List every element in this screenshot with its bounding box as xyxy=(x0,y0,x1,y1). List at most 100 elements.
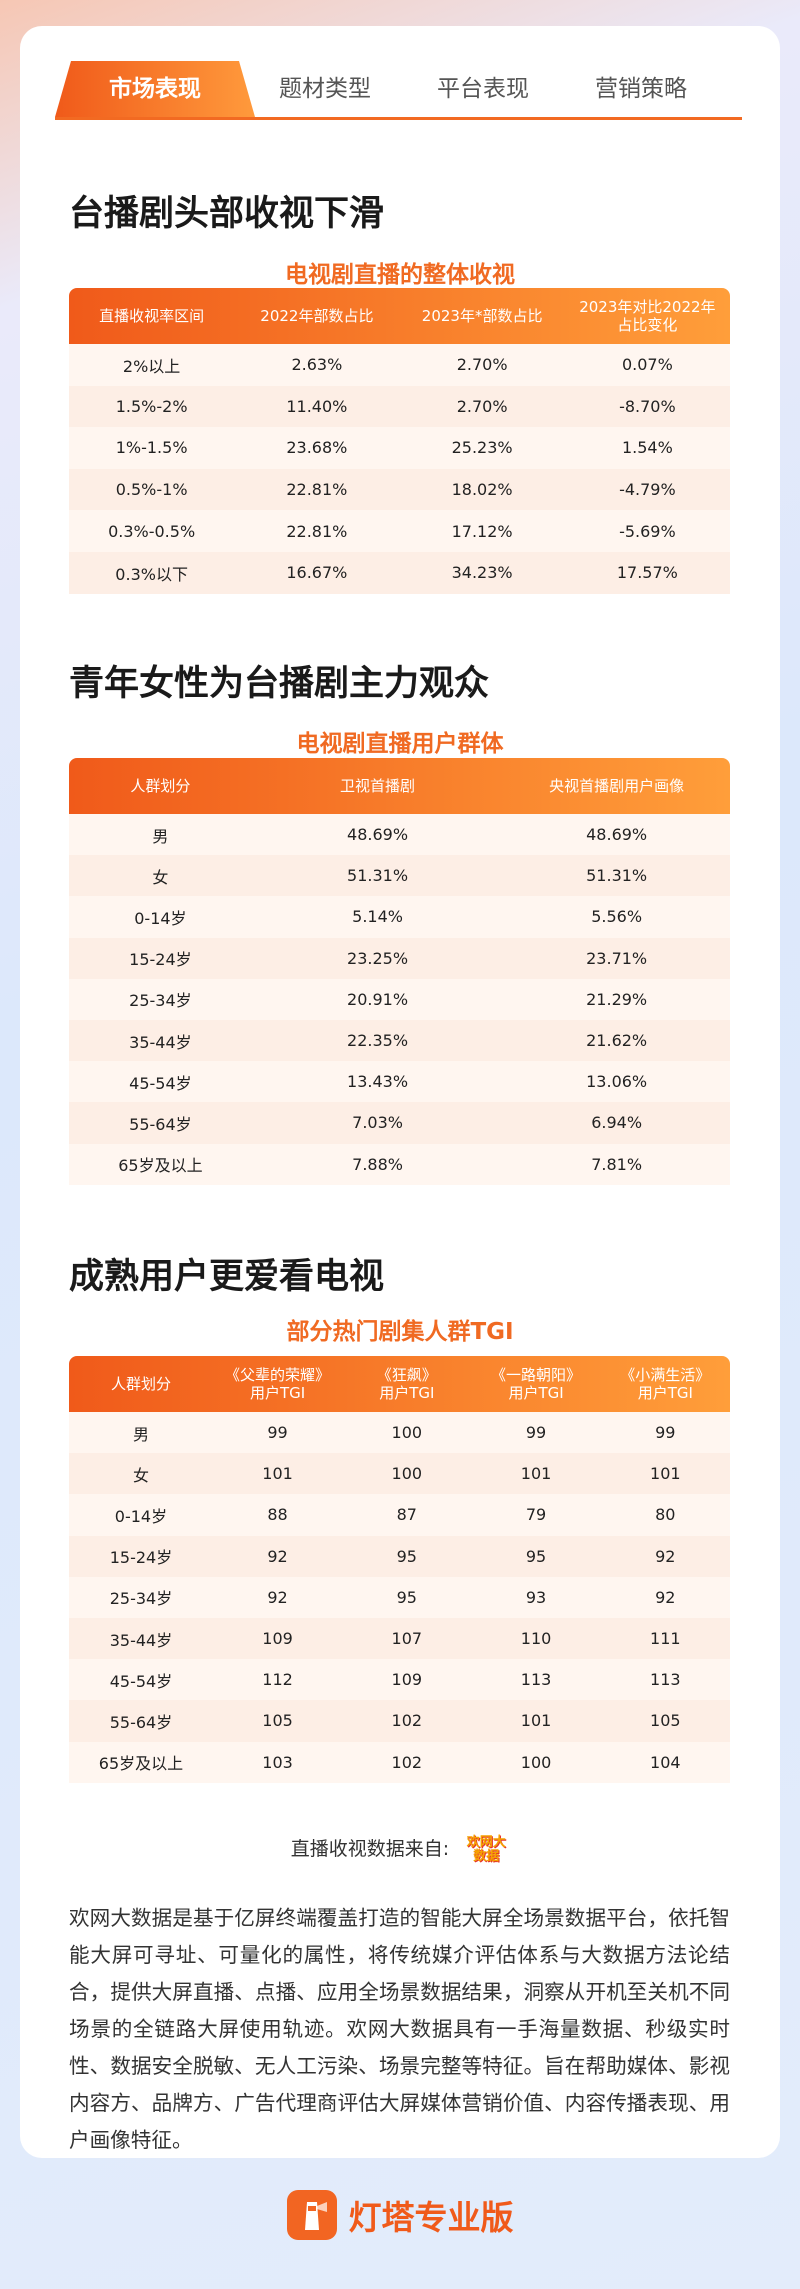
header-cell: 《狂飙》 用户TGI xyxy=(376,1366,437,1402)
table-body: 男 99 100 99 99 女 101 100 101 101 0-14岁 88 87 79 80 15-2… xyxy=(69,1412,730,1783)
section-subtitle: 电视剧直播的整体收视 xyxy=(285,262,515,288)
tab-bar: 市场表现 题材类型 平台表现 营销策略 xyxy=(55,61,742,120)
source: 直播收视数据来自: 欢网大数据 xyxy=(20,1834,780,1864)
table-row: 25-34岁 92 95 93 92 xyxy=(69,1576,730,1618)
table-cell: 95 xyxy=(525,1546,547,1566)
table-cell: 51.31% xyxy=(347,866,409,886)
header-cell: 直播收视率区间 xyxy=(99,307,205,325)
table-row: 15-24岁 92 95 95 92 xyxy=(69,1535,730,1577)
card: 市场表现 题材类型 平台表现 营销策略 直播收视数据来自: 欢网大数据 欢网大数据是基于… xyxy=(20,26,780,2158)
table-row: 55-64岁 105 102 101 105 xyxy=(69,1700,730,1742)
table-cell: 65岁及以上 xyxy=(98,1754,184,1774)
table-cell: 101 xyxy=(262,1464,293,1484)
table-cell: 25.23% xyxy=(451,438,513,458)
table-cell: 男 xyxy=(132,1424,149,1444)
table-row: 0.3%以下 16.67% 34.23% 17.57% xyxy=(69,551,730,594)
table-cell: 95 xyxy=(396,1587,417,1607)
table-cell: 101 xyxy=(520,1464,552,1484)
table-row: 男 99 100 99 99 xyxy=(69,1412,730,1454)
header-cell: 央视首播剧用户画像 xyxy=(549,777,685,795)
table-cell: 1.5%-2% xyxy=(115,396,188,416)
header-cell: 2022年部数占比 xyxy=(260,307,374,325)
table-cell: 2.63% xyxy=(291,355,343,375)
table-body: 男 48.69% 48.69% 女 51.31% 51.31% 0-14岁 5.14% 5.56… xyxy=(69,814,730,1185)
table-row: 男 48.69% 48.69% xyxy=(69,814,730,856)
table-cell: 23.25% xyxy=(347,948,409,968)
table-cell: 7.88% xyxy=(352,1154,403,1174)
table-cell: 25-34岁 xyxy=(129,991,192,1011)
table-cell: 92 xyxy=(267,1546,288,1566)
section-title: 成熟用户更爱看电视 xyxy=(69,1257,385,1297)
header-cell: 《小满生活》 用户TGI xyxy=(620,1366,711,1402)
header-cell: 《一路朝阳》 用户TGI xyxy=(491,1366,582,1402)
section-title: 台播剧头部收视下滑 xyxy=(69,194,385,234)
table-cell: 79 xyxy=(525,1505,547,1525)
description: 欢网大数据是基于亿屏终端覆盖打造的智能大屏全场景数据平台，依托智能大屏可寻址、可… xyxy=(69,1906,730,2152)
table-cell: 0.5%-1% xyxy=(115,480,188,500)
table-cell: 7.81% xyxy=(591,1154,643,1174)
table-cell: 22.35% xyxy=(347,1031,409,1051)
table-row: 0.3%-0.5% 22.81% 17.12% -5.69% xyxy=(69,510,730,552)
table-cell: 23.68% xyxy=(286,438,348,458)
tab[interactable]: 题材类型 xyxy=(279,76,371,102)
table-row: 35-44岁 22.35% 21.62% xyxy=(69,1019,730,1062)
table-cell: 100 xyxy=(520,1752,552,1772)
table-cell: 35-44岁 xyxy=(109,1630,173,1650)
header-cell: 《父辈的荣耀》 用户TGI xyxy=(225,1366,331,1402)
table-cell: 109 xyxy=(391,1670,423,1690)
table-cell: 110 xyxy=(520,1629,552,1649)
table-cell: 2.70% xyxy=(456,396,508,416)
table-row: 45-54岁 112 109 113 113 xyxy=(69,1659,730,1701)
table-cell: 21.62% xyxy=(586,1031,648,1051)
table-row: 65岁及以上 7.88% 7.81% xyxy=(69,1143,730,1185)
footer: 灯塔专业版 xyxy=(0,2190,800,2240)
table-row: 0-14岁 5.14% 5.56% xyxy=(69,896,730,938)
table-cell: 23.71% xyxy=(586,948,648,968)
table-cell: 5.56% xyxy=(591,907,643,927)
table-row: 45-54岁 13.43% 13.06% xyxy=(69,1061,730,1103)
table-cell: 99 xyxy=(267,1423,288,1443)
table-cell: 5.14% xyxy=(352,907,403,927)
tab[interactable]: 营销策略 xyxy=(595,76,687,102)
table-header: 人群划分 卫视首播剧 央视首播剧用户画像 xyxy=(69,758,730,814)
table-row: 0.5%-1% 22.81% 18.02% -4.79% xyxy=(69,468,730,511)
table: 人群划分 《父辈的荣耀》 用户TGI 《狂飙》 用户TGI 《一路朝阳》 用户TGI 《… xyxy=(69,1356,730,1783)
footer-brand: 灯塔专业版 xyxy=(348,2198,514,2237)
table-cell: 113 xyxy=(650,1670,681,1690)
table-cell: 2.70% xyxy=(456,355,508,375)
tab[interactable]: 市场表现 xyxy=(55,61,255,117)
table-cell: -5.69% xyxy=(619,521,676,541)
table-cell: 111 xyxy=(650,1629,681,1649)
table-cell: 0.3%以下 xyxy=(115,564,188,584)
section-subtitle: 部分热门剧集人群TGI xyxy=(286,1319,514,1345)
table-header: 人群划分 《父辈的荣耀》 用户TGI 《狂飙》 用户TGI 《一路朝阳》 用户TGI 《… xyxy=(69,1356,730,1412)
table-cell: 102 xyxy=(391,1752,423,1772)
table-cell: -4.79% xyxy=(619,480,676,500)
header-cell: 2023年对比2022年 占比变化 xyxy=(579,298,716,334)
table-cell: 0.3%-0.5% xyxy=(108,521,196,541)
table-cell: 88 xyxy=(267,1505,288,1525)
table-row: 1.5%-2% 11.40% 2.70% -8.70% xyxy=(69,385,730,428)
table-cell: 48.69% xyxy=(586,825,648,845)
tab[interactable]: 平台表现 xyxy=(437,76,529,102)
table-row: 55-64岁 7.03% 6.94% xyxy=(69,1102,730,1144)
table-cell: 13.43% xyxy=(347,1072,409,1092)
table-cell: 103 xyxy=(262,1752,293,1772)
source-logo: 欢网大数据 xyxy=(466,1834,506,1864)
table-cell: 107 xyxy=(391,1629,423,1649)
table-cell: 55-64岁 xyxy=(129,1114,192,1134)
source-label: 直播收视数据来自: xyxy=(290,1838,450,1860)
section-title: 青年女性为台播剧主力观众 xyxy=(69,664,490,704)
table-cell: 45-54岁 xyxy=(109,1671,173,1691)
table-cell: 11.40% xyxy=(286,396,348,416)
table-cell: 1%-1.5% xyxy=(115,438,188,458)
table-row: 0-14岁 88 87 79 80 xyxy=(69,1494,730,1536)
header-cell: 卫视首播剧 xyxy=(340,777,416,795)
table-cell: 51.31% xyxy=(586,866,648,886)
table-row: 25-34岁 20.91% 21.29% xyxy=(69,978,730,1020)
table-cell: 1.54% xyxy=(621,438,673,458)
table-cell: 35-44岁 xyxy=(129,1032,192,1052)
table-row: 1%-1.5% 23.68% 25.23% 1.54% xyxy=(69,427,730,469)
table-cell: 100 xyxy=(391,1464,423,1484)
